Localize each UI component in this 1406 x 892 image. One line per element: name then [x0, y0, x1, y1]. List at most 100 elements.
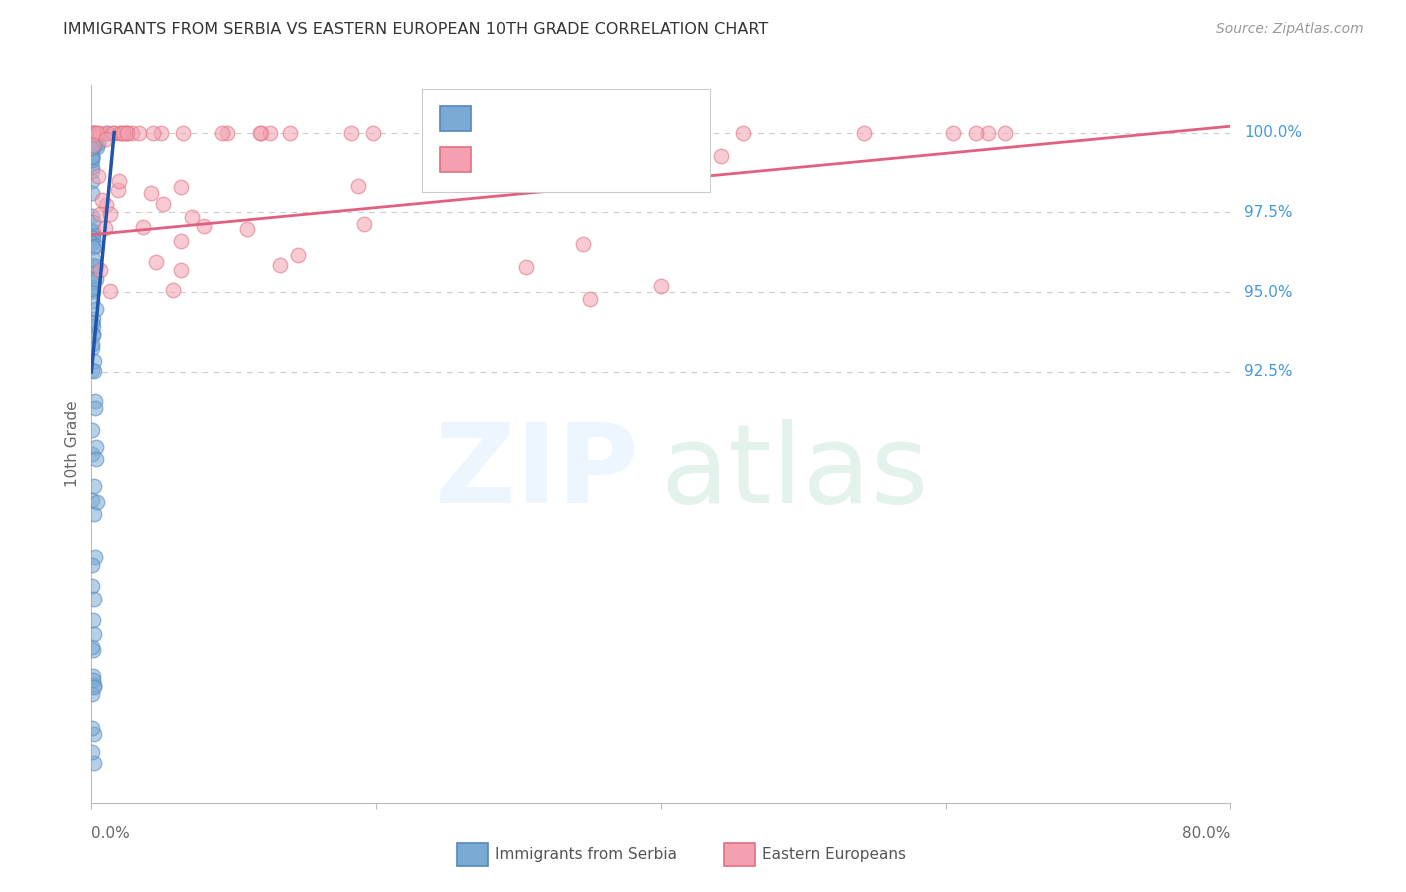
- Point: [82, 138, 104, 153]
- Point: [139, 186, 162, 201]
- Text: 0.0%: 0.0%: [91, 826, 131, 841]
- Point: [86, 302, 108, 317]
- Point: [83, 678, 105, 692]
- Point: [83, 627, 105, 641]
- Point: [149, 126, 172, 140]
- Point: [82, 150, 104, 164]
- Point: [89, 126, 111, 140]
- Point: [80, 236, 103, 251]
- Point: [108, 126, 131, 140]
- Point: [82, 328, 104, 343]
- Point: [82, 223, 104, 237]
- Point: [82, 153, 104, 168]
- Text: 97.5%: 97.5%: [1244, 205, 1292, 220]
- Point: [86, 495, 108, 509]
- Point: [82, 266, 104, 280]
- Point: [82, 493, 104, 508]
- Point: [80, 225, 103, 239]
- Point: [492, 126, 515, 140]
- Point: [108, 174, 131, 188]
- Text: ZIP: ZIP: [434, 419, 638, 526]
- Point: [733, 126, 755, 140]
- Point: [86, 272, 108, 286]
- Point: [249, 126, 271, 140]
- Point: [82, 669, 104, 683]
- Point: [82, 326, 104, 341]
- Point: [82, 240, 104, 254]
- Point: [80, 579, 103, 593]
- Point: [82, 209, 104, 223]
- Point: [193, 219, 215, 233]
- Point: [287, 248, 309, 262]
- Point: [531, 126, 554, 140]
- Point: [515, 260, 537, 274]
- Point: [170, 234, 193, 248]
- Point: [83, 394, 105, 409]
- Point: [83, 727, 105, 741]
- Point: [96, 126, 118, 140]
- Text: R = 0.413   N = 79: R = 0.413 N = 79: [478, 109, 648, 127]
- Point: [80, 447, 103, 461]
- Point: [83, 591, 105, 606]
- Point: [82, 640, 104, 654]
- Text: Immigrants from Serbia: Immigrants from Serbia: [495, 847, 676, 862]
- Point: [82, 558, 104, 572]
- Text: IMMIGRANTS FROM SERBIA VS EASTERN EUROPEAN 10TH GRADE CORRELATION CHART: IMMIGRANTS FROM SERBIA VS EASTERN EUROPE…: [63, 22, 769, 37]
- Point: [89, 262, 111, 277]
- Point: [503, 126, 526, 140]
- Point: [80, 745, 103, 759]
- Point: [651, 126, 673, 140]
- Point: [82, 722, 104, 736]
- Point: [80, 282, 103, 296]
- Point: [180, 210, 202, 224]
- Point: [84, 127, 107, 141]
- Point: [172, 126, 194, 140]
- Point: [83, 680, 105, 694]
- Point: [361, 126, 384, 140]
- Point: [162, 283, 184, 297]
- Point: [80, 141, 103, 155]
- Point: [217, 126, 239, 140]
- Point: [94, 221, 117, 235]
- Point: [82, 126, 104, 140]
- Point: [107, 183, 129, 197]
- Point: [80, 294, 103, 309]
- Point: [83, 126, 105, 140]
- Point: [80, 173, 103, 187]
- Point: [84, 126, 107, 140]
- Point: [87, 136, 110, 150]
- Point: [80, 687, 103, 701]
- Text: 100.0%: 100.0%: [1244, 125, 1302, 140]
- Point: [152, 197, 174, 211]
- Point: [84, 259, 107, 273]
- Point: [578, 292, 600, 306]
- Point: [115, 126, 138, 140]
- Point: [89, 207, 111, 221]
- Point: [112, 126, 135, 140]
- Point: [84, 128, 107, 143]
- Point: [101, 126, 124, 140]
- Point: [84, 136, 107, 150]
- Point: [83, 507, 105, 521]
- Point: [269, 258, 291, 272]
- Point: [994, 126, 1017, 140]
- Text: Source: ZipAtlas.com: Source: ZipAtlas.com: [1216, 22, 1364, 37]
- Point: [82, 186, 104, 200]
- Point: [83, 363, 105, 377]
- Point: [132, 219, 155, 234]
- Point: [117, 126, 139, 140]
- Point: [145, 255, 167, 269]
- Point: [82, 149, 104, 163]
- Point: [91, 193, 114, 207]
- Point: [523, 126, 546, 140]
- Point: [620, 126, 643, 140]
- Point: [82, 128, 104, 143]
- Point: [339, 126, 361, 140]
- Text: 95.0%: 95.0%: [1244, 285, 1292, 300]
- Point: [83, 139, 105, 153]
- Point: [353, 217, 375, 231]
- Y-axis label: 10th Grade: 10th Grade: [65, 401, 80, 487]
- Point: [645, 126, 668, 140]
- Point: [82, 673, 104, 687]
- Point: [82, 318, 104, 333]
